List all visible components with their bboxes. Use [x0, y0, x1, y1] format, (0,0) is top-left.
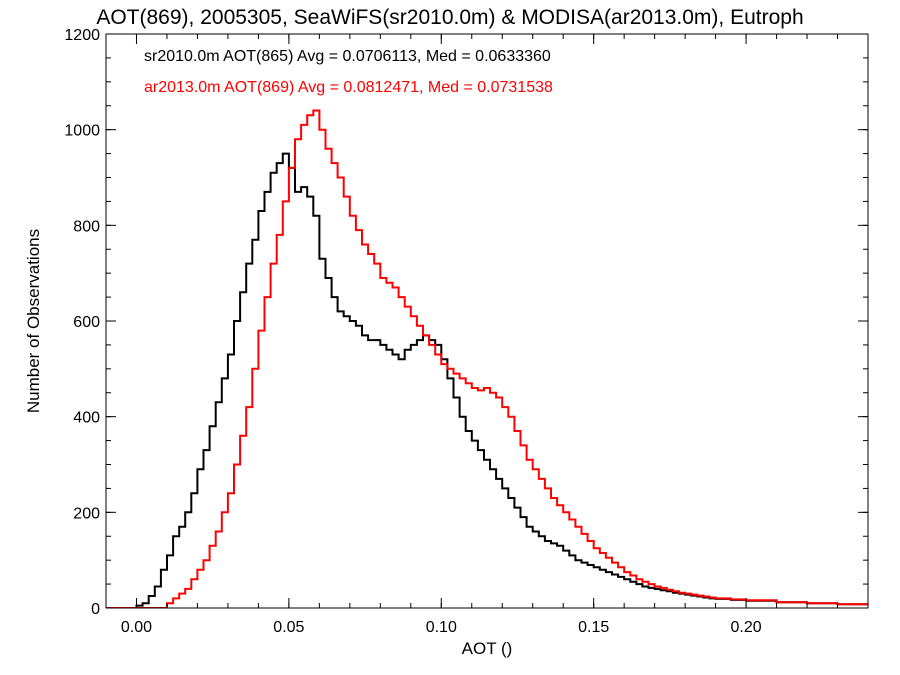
y-axis: 0 200 400 600 800 1000 1200 [64, 27, 868, 618]
y-axis-label: Number of Observations [24, 229, 43, 413]
plot-area-frame [105, 33, 869, 609]
legend-entry-black: sr2010.0m AOT(865) Avg = 0.0706113, Med … [144, 48, 551, 65]
x-tick-label: 0.05 [273, 619, 304, 636]
legend-entry-red: ar2013.0m AOT(869) Avg = 0.0812471, Med … [144, 79, 553, 96]
histogram-series-0 [106, 152, 868, 608]
y-tick-label: 1000 [64, 123, 100, 140]
x-axis-label: AOT () [462, 639, 513, 658]
chart-title: AOT(869), 2005305, SeaWiFS(sr2010.0m) & … [96, 6, 803, 29]
x-tick-label: 0.15 [578, 619, 609, 636]
x-tick-label: 0.00 [121, 619, 152, 636]
y-tick-label: 0 [91, 601, 100, 618]
y-tick-label: 1200 [64, 27, 100, 44]
y-tick-label: 200 [73, 505, 100, 522]
x-tick-label: 0.10 [426, 619, 457, 636]
histogram-series-1 [106, 109, 868, 608]
x-tick-label: 0.20 [731, 619, 762, 636]
y-tick-label: 600 [73, 314, 100, 331]
x-axis: 0.00 0.05 0.10 0.15 0.20 [105, 34, 869, 636]
y-tick-label: 400 [73, 410, 100, 427]
y-tick-label: 800 [73, 218, 100, 235]
